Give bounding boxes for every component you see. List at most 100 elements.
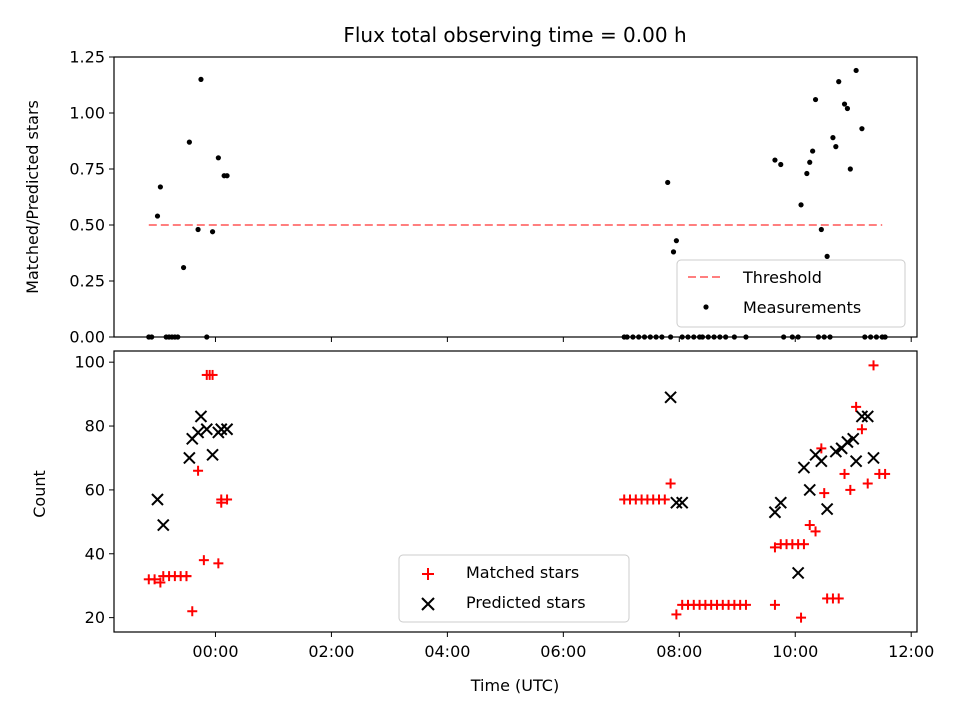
- top-y-tick-label: 1.25: [69, 48, 105, 67]
- top-y-tick-label: 0.75: [69, 160, 105, 179]
- top-y-tick-label: 0.25: [69, 272, 105, 291]
- x-tick-label: 12:00: [888, 642, 934, 661]
- x-tick-label: 00:00: [192, 642, 238, 661]
- legend-predicted-label: Predicted stars: [466, 593, 586, 612]
- legend-measurements-swatch: [703, 304, 709, 310]
- matched-star-point: [816, 443, 827, 454]
- measurement-point: [691, 334, 697, 340]
- predicted-star-point: [774, 496, 787, 509]
- predicted-star-point: [847, 432, 860, 446]
- measurement-point: [204, 334, 210, 340]
- bottom-legend: Matched stars Predicted stars: [398, 554, 630, 623]
- matched-star-point: [839, 468, 850, 479]
- measurement-point: [824, 253, 830, 259]
- matched-star-point: [665, 478, 676, 489]
- top-x-ticks: [214, 337, 912, 342]
- predicted-star-point: [670, 496, 683, 509]
- measurement-point: [772, 157, 778, 163]
- predicted-star-point: [849, 454, 863, 468]
- x-axis-label: Time (UTC): [470, 676, 559, 695]
- matched-star-point: [798, 539, 809, 550]
- measurement-point: [818, 226, 824, 233]
- measurement-point: [810, 148, 816, 154]
- predicted-star-point: [157, 518, 170, 532]
- measurement-point: [795, 334, 801, 340]
- measurement-point: [195, 226, 201, 233]
- bottom-y-tick-label: 100: [74, 353, 105, 372]
- measurement-point: [789, 334, 795, 340]
- matched-star-point: [810, 526, 821, 537]
- measurement-point: [641, 334, 648, 340]
- measurement-point: [198, 76, 204, 82]
- measurement-point: [215, 155, 221, 161]
- measurement-point: [798, 202, 804, 208]
- matched-star-point: [856, 424, 867, 435]
- measurement-point: [833, 144, 839, 150]
- predicted-star-point: [194, 410, 208, 423]
- measurement-point: [630, 334, 636, 340]
- predicted-star-point: [768, 506, 782, 519]
- bottom-x-axis: 00:00 02:00 04:00 06:00 08:00 10:00 12:00: [192, 632, 934, 661]
- measurement-point: [862, 334, 868, 340]
- matched-star-point: [213, 558, 224, 569]
- count-panel: 20 40 60 80 100 00:00 02:00 04:00 06:00 08:00 10:…: [30, 350, 934, 695]
- measurement-point: [717, 334, 723, 340]
- matched-star-point: [796, 612, 807, 623]
- bottom-legend-box: [398, 554, 630, 623]
- matched-star-point: [659, 494, 670, 505]
- matched-star-point: [819, 488, 830, 499]
- measurement-point: [731, 334, 737, 340]
- x-tick-label: 04:00: [424, 642, 470, 661]
- legend-threshold-label: Threshold: [742, 268, 822, 287]
- matched-star-point: [198, 555, 209, 566]
- matched-star-point: [155, 577, 166, 588]
- matched-star-point: [862, 478, 873, 489]
- measurement-point: [873, 334, 880, 340]
- predicted-star-point: [206, 448, 219, 461]
- measurement-point: [868, 334, 874, 340]
- measurement-point: [647, 334, 653, 340]
- measurement-point: [844, 105, 851, 112]
- top-legend-box: [676, 259, 906, 328]
- measurement-point: [180, 264, 187, 271]
- matched-star-point: [769, 542, 780, 553]
- x-tick-label: 06:00: [540, 642, 586, 661]
- measurement-point: [812, 96, 819, 103]
- bottom-y-tick-label: 60: [85, 480, 105, 499]
- predicted-star-point: [151, 493, 164, 506]
- predicted-star-point: [191, 426, 205, 439]
- measurement-point: [186, 139, 192, 145]
- top-legend: Threshold Measurements: [676, 259, 906, 328]
- predicted-star-point: [183, 451, 196, 465]
- measurement-point: [659, 334, 665, 340]
- measurement-point: [853, 67, 859, 74]
- predicted-star-point: [675, 496, 689, 509]
- measurement-point: [149, 334, 155, 340]
- legend-matched-label: Matched stars: [466, 563, 579, 582]
- matched-stars-points: [143, 360, 891, 623]
- bottom-plot-frame: [113, 350, 918, 633]
- predicted-star-point: [815, 454, 828, 468]
- measurement-point: [836, 79, 842, 85]
- measurement-point: [827, 334, 833, 340]
- measurement-point: [830, 135, 836, 141]
- matched-star-point: [845, 484, 856, 495]
- predicted-star-point: [803, 483, 816, 497]
- measurement-point: [699, 334, 706, 340]
- predicted-star-point: [820, 502, 834, 516]
- predicted-star-point: [841, 435, 854, 449]
- measurement-point: [778, 161, 784, 168]
- measurement-point: [807, 159, 813, 165]
- measurement-point: [636, 334, 642, 340]
- predicted-star-point: [200, 423, 213, 436]
- measurement-point: [665, 179, 671, 186]
- bottom-y-axis: 20 40 60 80 100: [74, 353, 114, 627]
- measurement-point: [157, 184, 163, 190]
- top-y-tick-label: 0.50: [69, 216, 105, 235]
- legend-predicted-swatch: [421, 597, 435, 611]
- measurement-point: [224, 173, 230, 179]
- predicted-star-point: [861, 410, 874, 423]
- measurement-point: [841, 101, 848, 107]
- predicted-star-point: [791, 566, 805, 580]
